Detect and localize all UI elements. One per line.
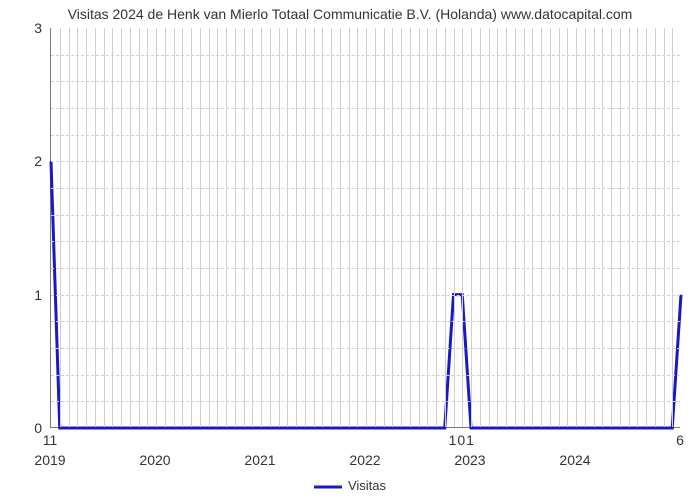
x-minor-gridline bbox=[445, 28, 446, 427]
x-minor-gridline bbox=[182, 28, 183, 427]
x-minor-gridline bbox=[130, 28, 131, 427]
x-minor-gridline bbox=[585, 28, 586, 427]
plot-area bbox=[50, 28, 680, 428]
legend-swatch bbox=[314, 482, 342, 492]
series-annotation: 1 bbox=[466, 432, 474, 448]
x-minor-gridline bbox=[515, 28, 516, 427]
x-minor-gridline bbox=[401, 28, 402, 427]
x-minor-gridline bbox=[497, 28, 498, 427]
x-minor-gridline bbox=[550, 28, 551, 427]
x-tick-label: 2020 bbox=[139, 452, 170, 468]
x-minor-gridline bbox=[506, 28, 507, 427]
x-minor-gridline bbox=[672, 28, 673, 427]
x-minor-gridline bbox=[235, 28, 236, 427]
legend: Visitas bbox=[0, 478, 700, 493]
x-tick-label: 2023 bbox=[454, 452, 485, 468]
x-minor-gridline bbox=[480, 28, 481, 427]
x-minor-gridline bbox=[322, 28, 323, 427]
y-tick-label: 0 bbox=[0, 420, 42, 436]
x-minor-gridline bbox=[567, 28, 568, 427]
x-minor-gridline bbox=[357, 28, 358, 427]
series-annotation: 6 bbox=[676, 432, 684, 448]
series-annotation: 1 bbox=[449, 432, 457, 448]
x-minor-gridline bbox=[611, 28, 612, 427]
x-minor-gridline bbox=[60, 28, 61, 427]
x-minor-gridline bbox=[576, 28, 577, 427]
x-minor-gridline bbox=[375, 28, 376, 427]
x-minor-gridline bbox=[174, 28, 175, 427]
x-minor-gridline bbox=[559, 28, 560, 427]
x-minor-gridline bbox=[427, 28, 428, 427]
x-minor-gridline bbox=[217, 28, 218, 427]
x-minor-gridline bbox=[209, 28, 210, 427]
x-minor-gridline bbox=[139, 28, 140, 427]
x-minor-gridline bbox=[147, 28, 148, 427]
x-minor-gridline bbox=[121, 28, 122, 427]
x-minor-gridline bbox=[489, 28, 490, 427]
x-minor-gridline bbox=[384, 28, 385, 427]
x-minor-gridline bbox=[436, 28, 437, 427]
x-minor-gridline bbox=[602, 28, 603, 427]
x-minor-gridline bbox=[454, 28, 455, 427]
x-minor-gridline bbox=[524, 28, 525, 427]
x-minor-gridline bbox=[637, 28, 638, 427]
chart-title: Visitas 2024 de Henk van Mierlo Totaal C… bbox=[0, 6, 700, 22]
x-minor-gridline bbox=[314, 28, 315, 427]
x-minor-gridline bbox=[287, 28, 288, 427]
x-minor-gridline bbox=[279, 28, 280, 427]
x-minor-gridline bbox=[69, 28, 70, 427]
x-minor-gridline bbox=[200, 28, 201, 427]
x-tick-label: 2021 bbox=[244, 452, 275, 468]
x-tick-label: 2019 bbox=[34, 452, 65, 468]
x-tick-label: 2022 bbox=[349, 452, 380, 468]
x-minor-gridline bbox=[532, 28, 533, 427]
x-minor-gridline bbox=[655, 28, 656, 427]
x-minor-gridline bbox=[156, 28, 157, 427]
series-annotation: 0 bbox=[457, 432, 465, 448]
x-minor-gridline bbox=[112, 28, 113, 427]
x-minor-gridline bbox=[165, 28, 166, 427]
y-tick-label: 1 bbox=[0, 287, 42, 303]
legend-label: Visitas bbox=[348, 478, 386, 493]
y-tick-label: 3 bbox=[0, 20, 42, 36]
x-minor-gridline bbox=[471, 28, 472, 427]
x-minor-gridline bbox=[86, 28, 87, 427]
x-minor-gridline bbox=[104, 28, 105, 427]
x-minor-gridline bbox=[95, 28, 96, 427]
x-minor-gridline bbox=[629, 28, 630, 427]
x-minor-gridline bbox=[261, 28, 262, 427]
x-minor-gridline bbox=[410, 28, 411, 427]
x-minor-gridline bbox=[252, 28, 253, 427]
x-minor-gridline bbox=[392, 28, 393, 427]
x-minor-gridline bbox=[340, 28, 341, 427]
x-minor-gridline bbox=[305, 28, 306, 427]
x-tick-label: 2024 bbox=[559, 452, 590, 468]
y-tick-label: 2 bbox=[0, 153, 42, 169]
x-minor-gridline bbox=[296, 28, 297, 427]
x-minor-gridline bbox=[226, 28, 227, 427]
x-minor-gridline bbox=[462, 28, 463, 427]
x-minor-gridline bbox=[646, 28, 647, 427]
x-minor-gridline bbox=[244, 28, 245, 427]
x-minor-gridline bbox=[366, 28, 367, 427]
x-minor-gridline bbox=[191, 28, 192, 427]
x-minor-gridline bbox=[594, 28, 595, 427]
x-minor-gridline bbox=[349, 28, 350, 427]
x-minor-gridline bbox=[77, 28, 78, 427]
x-minor-gridline bbox=[331, 28, 332, 427]
x-minor-gridline bbox=[664, 28, 665, 427]
series-annotation: 11 bbox=[43, 432, 58, 448]
x-minor-gridline bbox=[270, 28, 271, 427]
x-minor-gridline bbox=[419, 28, 420, 427]
x-minor-gridline bbox=[620, 28, 621, 427]
x-minor-gridline bbox=[541, 28, 542, 427]
